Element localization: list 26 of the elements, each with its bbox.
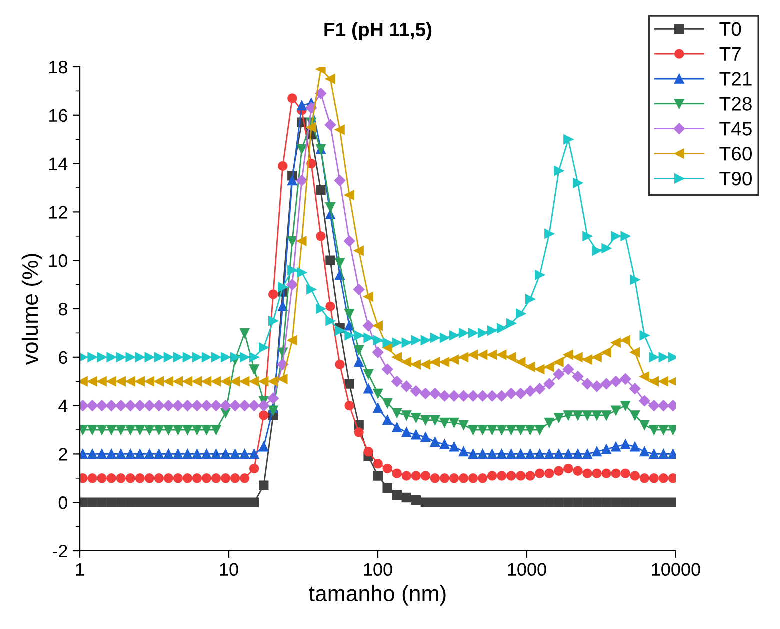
- chart-title: F1 (pH 11,5): [324, 22, 432, 40]
- y-tick-label: 4: [58, 400, 68, 412]
- y-tick-label: 12: [50, 206, 68, 219]
- y-tick-label: -2: [52, 544, 68, 558]
- legend-label: T45: [720, 122, 752, 136]
- y-tick-label: 2: [59, 448, 68, 461]
- y-tick-label: 6: [59, 351, 68, 364]
- y-tick-label: 18: [50, 60, 68, 74]
- x-tick-label: 1: [76, 563, 84, 576]
- legend-label: T0: [720, 22, 742, 36]
- y-tick-label: 8: [58, 302, 68, 316]
- y-tick-label: 10: [50, 254, 68, 268]
- x-tick-label: 10000: [652, 563, 700, 576]
- y-tick-label: 14: [50, 158, 68, 170]
- legend-label: T60: [720, 147, 752, 161]
- legend-label: T7: [720, 47, 741, 61]
- legend-label: T90: [720, 172, 752, 186]
- legend-label: T28: [720, 97, 752, 111]
- x-tick-label: 10: [220, 563, 238, 576]
- x-tick-label: 100: [364, 563, 392, 576]
- y-axis-title: volume (%): [22, 254, 43, 366]
- y-tick-label: 0: [58, 496, 68, 510]
- legend-label: T21: [720, 72, 752, 86]
- y-tick-label: 16: [50, 109, 68, 122]
- x-axis-title: tamanho (nm): [309, 585, 446, 606]
- x-tick-label: 1000: [508, 563, 546, 576]
